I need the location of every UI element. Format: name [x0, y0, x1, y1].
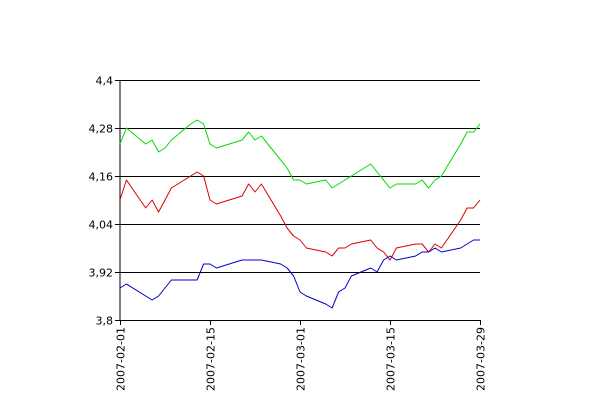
x-tick-label: 2007-03-01: [295, 327, 308, 391]
y-tick-label: 4,16: [89, 171, 114, 184]
y-tick-label: 3,92: [89, 267, 114, 280]
y-tick-label: 4,28: [89, 123, 114, 136]
series-line: [119, 239, 480, 309]
series-line: [119, 119, 481, 189]
series-lines: [119, 119, 481, 309]
y-tick-label: 4,04: [89, 219, 114, 232]
x-tick-label: 2007-03-15: [385, 327, 398, 391]
series-line: [119, 171, 481, 261]
gridlines: [120, 80, 480, 321]
x-tick-label: 2007-02-01: [115, 327, 128, 391]
y-tick-label: 4,4: [96, 75, 114, 88]
x-tick-label: 2007-03-29: [475, 327, 488, 391]
y-axis-ticks: 3,8 3,92 4,04 4,16 4,28 4,4: [89, 75, 120, 328]
x-tick-label: 2007-02-15: [205, 327, 218, 391]
y-tick-label: 3,8: [96, 315, 114, 328]
x-axis-ticks: 2007-02-01 2007-02-15 2007-03-01 2007-03-15…: [115, 320, 488, 391]
